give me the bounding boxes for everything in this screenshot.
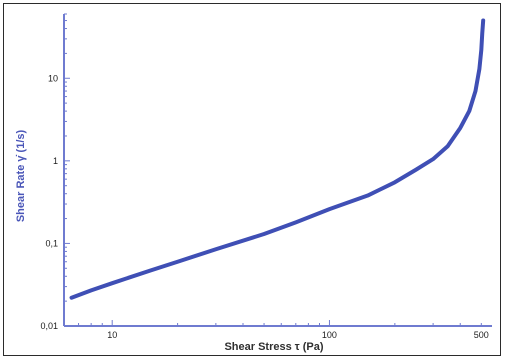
x-tick-label: 500	[474, 330, 489, 340]
series-line	[69, 18, 486, 300]
chart-frame	[3, 3, 501, 356]
y-tick-label: 0,01	[40, 321, 58, 331]
x-tick-label: 10	[107, 330, 117, 340]
y-axis-title: Shear Rate γ̇ (1/s)	[15, 130, 27, 223]
y-tick-label: 10	[48, 73, 58, 83]
series	[69, 18, 486, 300]
y-tick-label: 0,1	[45, 238, 58, 248]
axes	[63, 14, 492, 327]
y-tick-label: 1	[53, 156, 58, 166]
x-tick-label: 100	[322, 330, 337, 340]
x-axis-title: Shear Stress τ (Pa)	[224, 341, 323, 353]
ticks: 0,01 0,1 1 10 10 100 500	[40, 13, 489, 340]
